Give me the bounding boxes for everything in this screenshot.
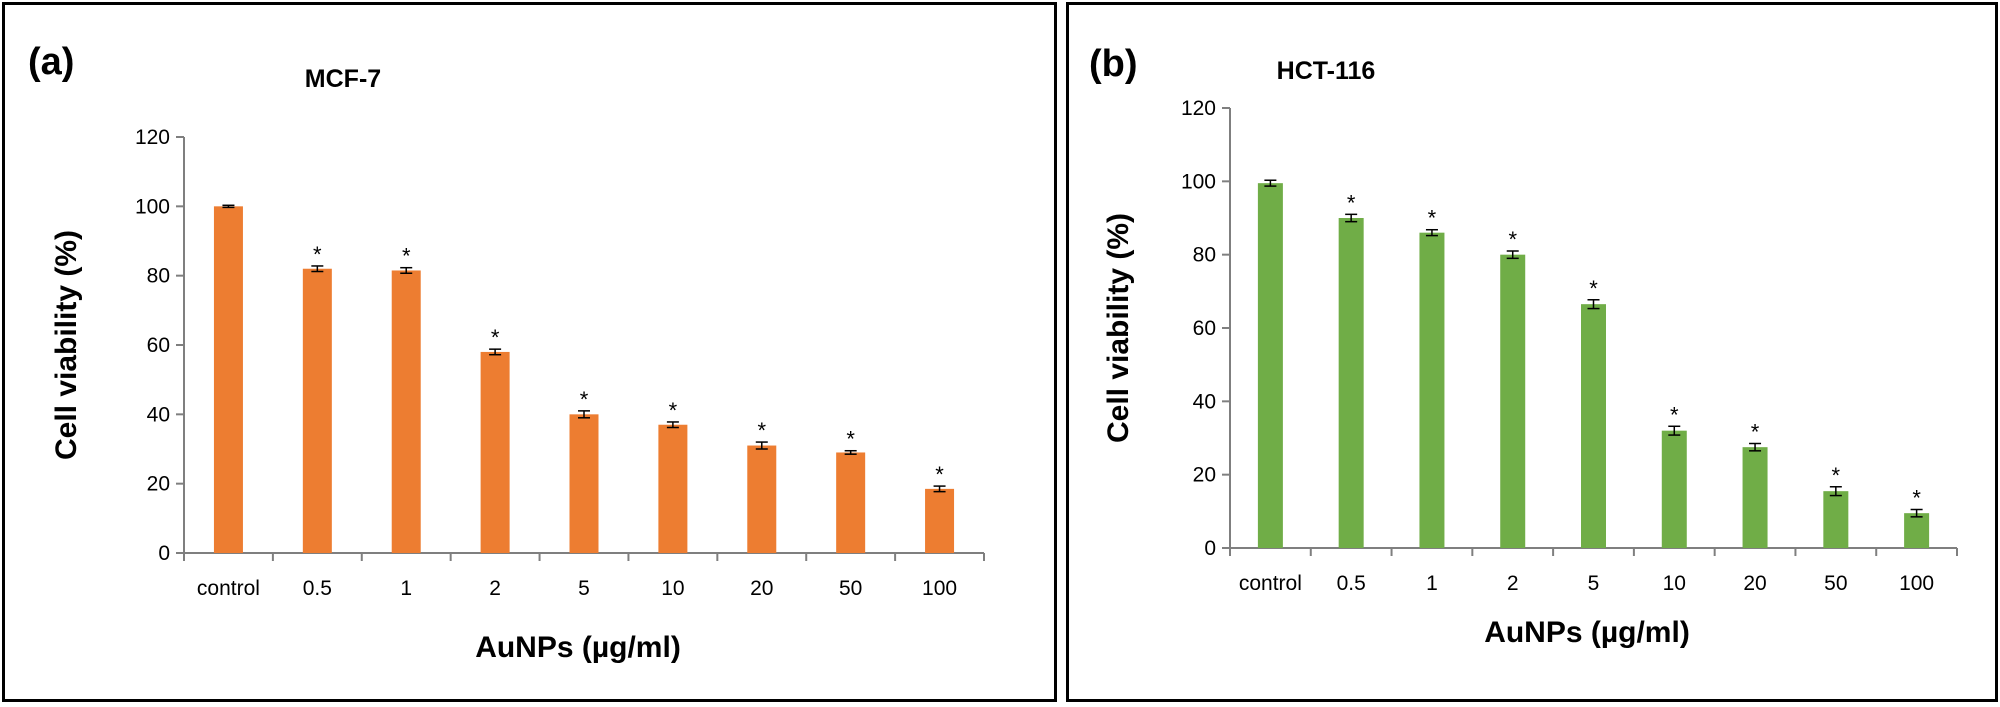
significance-star: * [1428, 206, 1437, 231]
significance-star: * [580, 387, 589, 412]
y-tick-label: 20 [147, 473, 170, 496]
y-tick-label: 60 [147, 334, 170, 357]
bar [836, 452, 866, 553]
chart-title: MCF-7 [305, 65, 381, 93]
bar [1257, 183, 1283, 548]
y-axis-title: Cell viability (%) [1102, 213, 1135, 443]
y-tick-label: 120 [135, 126, 170, 149]
significance-star: * [313, 242, 322, 267]
y-tick-label: 80 [147, 265, 170, 288]
x-tick-label: 1 [1426, 572, 1438, 595]
x-tick-label: 5 [1588, 572, 1600, 595]
x-axis-title: AuNPs (µg/ml) [475, 631, 681, 664]
bar [1500, 254, 1526, 548]
y-tick-label: 20 [1193, 464, 1216, 487]
y-tick-label: 0 [1204, 537, 1216, 560]
x-tick-label: 100 [922, 577, 957, 600]
y-tick-label: 40 [147, 403, 170, 426]
bar [391, 270, 421, 553]
significance-star: * [935, 462, 944, 487]
y-tick-label: 60 [1193, 317, 1216, 340]
x-tick-label: control [1239, 572, 1302, 595]
bar [569, 414, 599, 553]
x-tick-label: 100 [1899, 572, 1934, 595]
x-tick-label: 0.5 [1337, 572, 1366, 595]
significance-star: * [1751, 420, 1760, 445]
panel-a-label: (a) [28, 41, 75, 83]
x-tick-label: 1 [400, 577, 412, 600]
bar [1904, 513, 1930, 548]
bar [480, 351, 510, 553]
significance-star: * [1912, 486, 1921, 511]
y-tick-label: 120 [1181, 97, 1216, 120]
x-tick-label: 5 [578, 577, 590, 600]
y-tick-label: 80 [1193, 244, 1216, 267]
bar [1823, 491, 1849, 548]
chart-b-hct116: HCT-116 0 20 40 60 80 100 120 control * 0.5 * 1 * 2 * 5 *… [1102, 57, 1958, 649]
x-tick-label: 0.5 [303, 577, 332, 600]
significance-star: * [1508, 227, 1517, 252]
x-tick-label: 50 [839, 577, 862, 600]
significance-star: * [1832, 463, 1841, 488]
y-tick-label: 40 [1193, 390, 1216, 413]
bar [1661, 430, 1687, 548]
significance-star: * [757, 418, 766, 443]
bar [1742, 447, 1768, 548]
panel-b-label: (b) [1089, 43, 1138, 85]
significance-star: * [1670, 402, 1679, 427]
bar [925, 488, 955, 553]
x-tick-label: 20 [750, 577, 773, 600]
y-tick-label: 100 [135, 195, 170, 218]
significance-star: * [402, 244, 411, 269]
bar [213, 206, 243, 554]
bar [302, 268, 332, 553]
y-axis-title: Cell viability (%) [50, 230, 83, 460]
bar [747, 445, 777, 553]
bar [1419, 232, 1445, 548]
x-axis-title: AuNPs (µg/ml) [1484, 616, 1690, 649]
chart-a-mcf7: MCF-7 0 20 40 60 80 100 120 control * 0.5 * 1 * 2 * 5 * 10… [50, 65, 985, 664]
significance-star: * [669, 398, 678, 423]
panel-b: (b) HCT-116 0 20 40 60 80 100 120 control * 0.5 * 1 *… [1066, 2, 1998, 702]
x-tick-label: 2 [1507, 572, 1519, 595]
x-tick-label: control [197, 577, 260, 600]
x-tick-label: 10 [1663, 572, 1686, 595]
significance-star: * [1347, 190, 1356, 215]
significance-star: * [1589, 276, 1598, 301]
x-tick-label: 50 [1824, 572, 1847, 595]
bar [658, 424, 688, 553]
y-tick-label: 0 [158, 542, 170, 565]
x-tick-label: 10 [661, 577, 684, 600]
bar [1581, 304, 1606, 548]
x-tick-label: 20 [1743, 572, 1766, 595]
y-tick-label: 100 [1181, 170, 1216, 193]
significance-star: * [846, 427, 855, 452]
panel-a: (a) MCF-7 0 20 40 60 80 100 120 control * 0.5 * 1 * 2 *… [2, 2, 1057, 702]
chart-title: HCT-116 [1277, 57, 1376, 85]
bar [1338, 218, 1364, 548]
x-tick-label: 2 [489, 577, 501, 600]
significance-star: * [491, 325, 500, 350]
